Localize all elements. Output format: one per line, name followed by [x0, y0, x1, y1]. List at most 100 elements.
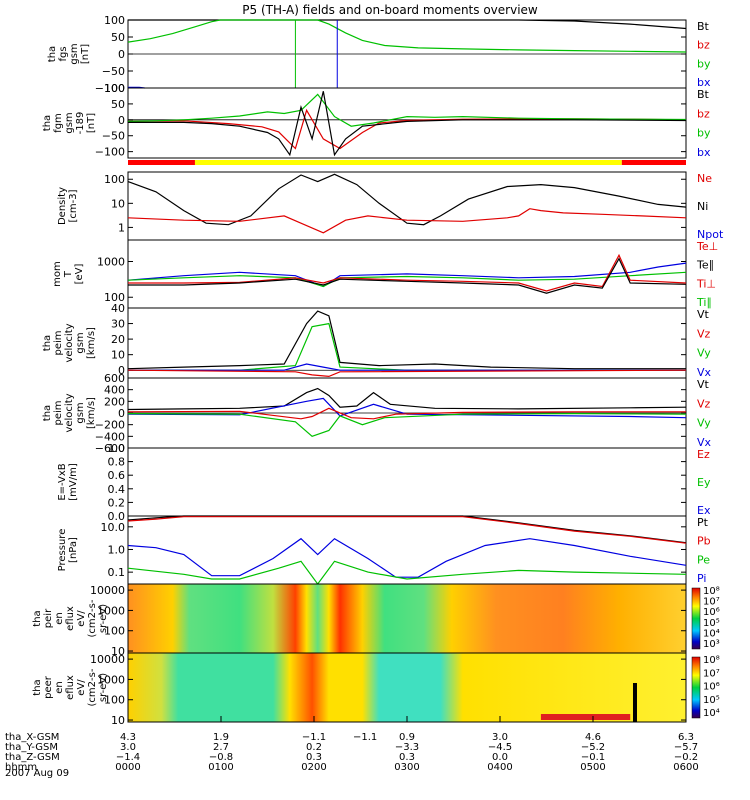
fgm-tick-label: 100 [104, 82, 125, 95]
ion_spec-colorbar-label: 10⁵ [703, 618, 720, 629]
fgs-tick-label: 50 [111, 31, 125, 44]
x-row-label: hhmm [5, 762, 37, 773]
vel_gsm-series-Vy [127, 412, 687, 437]
ion_spec-tick-label: 10000 [90, 584, 125, 597]
elec_spec-tick-label: 10000 [90, 653, 125, 666]
fgm-ylabel: fgm [53, 113, 64, 133]
vel_esa-ylabel: [km/s] [86, 327, 97, 359]
temp-ylabel: mom [52, 261, 63, 287]
pressure-tick-label: 10.0 [101, 521, 126, 534]
status-bar-segment-0 [128, 160, 195, 165]
exb-tick-label: 0.0 [108, 510, 126, 523]
exb-tick-label: 0.4 [108, 483, 126, 496]
x-row-value: 0.3 [399, 752, 415, 763]
fgm-tick-label: −50 [102, 130, 125, 143]
ion_spec-ylabel: sr-eV) [98, 604, 109, 633]
ion_spec-tick-label: 100 [104, 625, 125, 638]
vel_gsm-series-Vz [127, 407, 686, 420]
density-ylabel: Density [57, 187, 68, 225]
fgs-tick-label: −100 [95, 82, 125, 95]
fgs-legend-0: Bt [697, 20, 710, 33]
pressure-frame [127, 515, 687, 585]
temp-legend-0: Te⊥ [696, 240, 718, 253]
fgm-ylabel: [nT] [86, 113, 97, 133]
x-row-label: tha_Y-GSM [5, 742, 58, 753]
fgm-ylabel: tha [42, 115, 53, 131]
fgs-ylabel: fgs [58, 46, 69, 61]
ion_spec-ylabel: peir [43, 608, 54, 628]
density-legend-2: Npot [697, 228, 724, 241]
fgm-tick-label: −100 [95, 146, 125, 159]
x-row-value: −1.1 [302, 732, 326, 743]
fgm-ylabel: -189 [75, 112, 86, 135]
fgm-legend-2: by [697, 127, 711, 140]
fgs-tick-label: 100 [104, 14, 125, 27]
x-row-label: tha_X-GSM [5, 732, 59, 743]
x-row-value: −0.2 [674, 752, 698, 763]
fgm-series-Bt [128, 91, 687, 157]
density-tick-label: 1 [118, 221, 125, 234]
elec_spec-tick-label: 10 [111, 714, 125, 727]
elec_spec-ylabel: sr-eV) [98, 673, 109, 702]
elec_spec-tick-label: 1000 [97, 673, 125, 686]
ion_spec-tick-label: 1000 [97, 604, 125, 617]
ion_spec-colorbar-label: 10⁸ [703, 586, 720, 597]
elec_spec-spectrogram [128, 653, 686, 722]
ion_spec-spectrogram [128, 584, 686, 653]
x-row-value: 0400 [487, 762, 512, 773]
fgm-series-by [127, 93, 687, 127]
status-bar-segment-1 [194, 160, 622, 165]
x-row-value: 6.3 [678, 732, 694, 743]
vel_esa-ylabel: peim [53, 330, 64, 355]
density-legend-0: Ne [697, 172, 712, 185]
ion_spec-colorbar-label: 10⁷ [703, 597, 720, 608]
x-row-value: 3.0 [492, 732, 508, 743]
pressure-series-Pt [127, 515, 687, 544]
figure-title: P5 (TH-A) fields and on-board moments ov… [242, 3, 538, 17]
ion_spec-colorbar-label: 10⁶ [703, 607, 720, 618]
vel_esa-legend-1: Vz [697, 327, 711, 340]
elec_spec-colorbar-label: 10⁷ [703, 668, 720, 679]
elec_spec-colorbar-label: 10⁶ [703, 682, 720, 693]
temp-legend-2: Ti⊥ [696, 277, 716, 290]
exb-legend-2: Ex [697, 504, 711, 517]
fgm-legend-1: bz [697, 107, 710, 120]
pressure-series-Pb [127, 516, 687, 544]
elec_spec-ylabel: eflux [65, 675, 76, 700]
vel_esa-series-Vy [128, 322, 686, 371]
date-label: 2007 Aug 09 [5, 768, 69, 779]
elec_spec-ylabel: eV/ [76, 679, 87, 696]
vel_gsm-legend-1: Vz [697, 397, 711, 410]
vel_gsm-ylabel: gsm [75, 402, 86, 423]
temp-series-Ti∥ [127, 271, 687, 288]
fgs-legend-1: bz [697, 39, 710, 52]
x-row-value: −3.3 [395, 742, 419, 753]
elec_spec-ylabel: peer [43, 675, 54, 699]
temp-series-Te⊥ [128, 253, 687, 292]
x-row-value: 0200 [301, 762, 326, 773]
x-second-label: −1.1 [353, 732, 377, 743]
elec_spec-ylabel: (cm2-s- [87, 668, 98, 706]
ion_spec-ylabel: eV/ [76, 610, 87, 627]
vel_gsm-series-Vt [127, 387, 687, 411]
elec-spec-lowband [540, 714, 631, 720]
pressure-legend-1: Pb [697, 535, 711, 548]
fgs-legend-3: bx [697, 76, 711, 89]
vel_esa-legend-2: Vy [697, 347, 711, 360]
ion_spec-ylabel: en [54, 612, 65, 625]
ion_spec-colorbar-label: 10³ [703, 639, 720, 650]
ion_spec-colorbar [691, 587, 701, 650]
x-row-value: −0.8 [209, 752, 233, 763]
x-row-value: 0000 [115, 762, 140, 773]
x-row-value: −1.4 [116, 752, 140, 763]
x-row-value: 4.3 [120, 732, 136, 743]
fgm-legend-0: Bt [697, 88, 710, 101]
elec_spec-colorbar-label: 10⁸ [703, 655, 720, 666]
temp-legend-1: Te∥ [696, 259, 714, 272]
pressure-ylabel: [nPa] [68, 537, 79, 563]
fgs-tick-label: 0 [118, 48, 125, 61]
ion_spec-ylabel: (cm2-s- [87, 599, 98, 637]
ion_spec-colorbar-label: 10⁴ [703, 628, 720, 639]
exb-ylabel: E=-VxB [57, 463, 68, 500]
pressure-legend-0: Pt [697, 516, 709, 529]
